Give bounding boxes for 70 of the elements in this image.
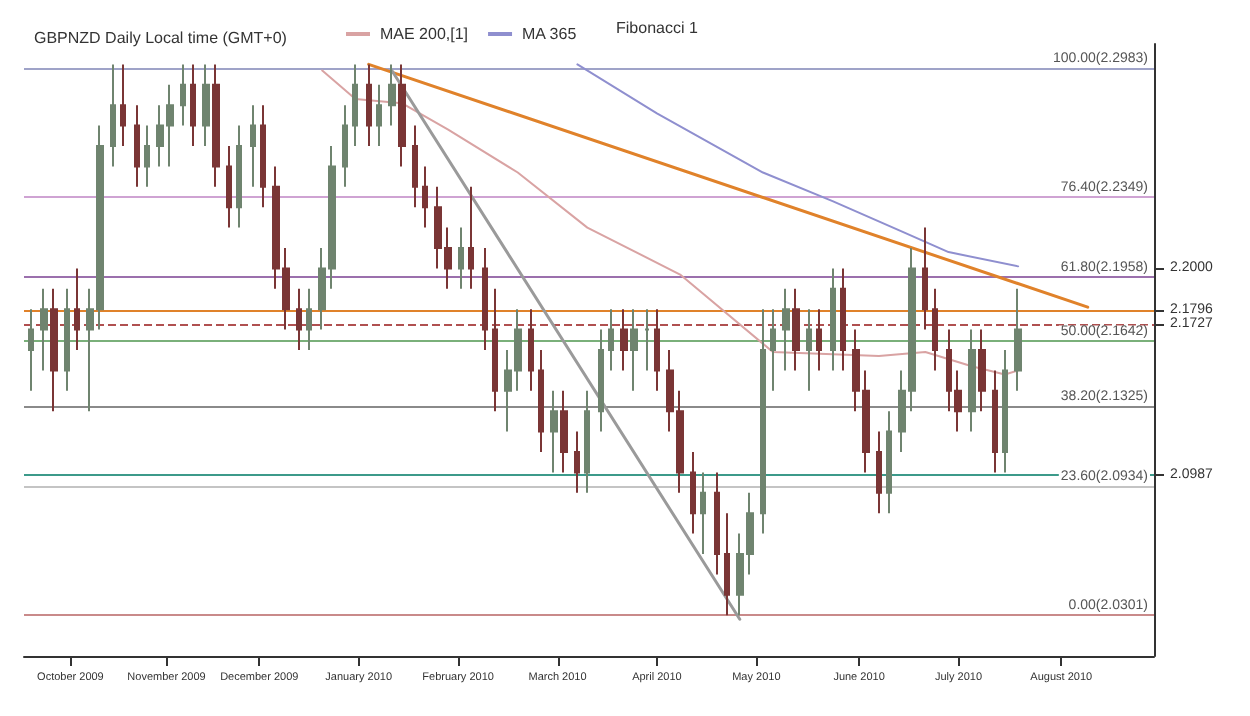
candlestick (482, 247, 488, 351)
candlestick (342, 104, 348, 188)
candlestick (468, 185, 474, 290)
candlestick (28, 308, 34, 392)
candlestick (654, 308, 660, 392)
candlestick (202, 63, 210, 147)
candlestick (978, 328, 986, 413)
candlestick (144, 124, 150, 188)
candlestick (922, 226, 928, 331)
candlestick (584, 389, 590, 494)
candlestick (422, 165, 428, 229)
candlestick (806, 308, 812, 392)
candlestick (458, 226, 464, 290)
candlestick (840, 267, 846, 372)
candlestick (1002, 349, 1008, 474)
candlestick (760, 308, 766, 535)
candlestick (830, 267, 836, 372)
candlestick (260, 104, 266, 209)
legend-label: MA 365 (522, 25, 578, 43)
candlestick (180, 63, 186, 127)
candlestick (724, 512, 730, 617)
legend-label: MAE 200,[1] (380, 25, 469, 43)
candlestick (492, 287, 498, 413)
candlestick (608, 308, 614, 372)
candlestick (528, 308, 534, 392)
candlestick (40, 287, 48, 372)
candlestick (134, 104, 140, 188)
candlestick (782, 287, 790, 372)
candlestick (538, 349, 544, 453)
candlestick (250, 104, 256, 188)
candlestick (1014, 287, 1022, 392)
candlestick (50, 287, 58, 413)
candlestick (366, 63, 372, 147)
candlestick (630, 308, 638, 392)
candlestick (120, 63, 126, 147)
candlestick (190, 63, 196, 147)
candlestick (714, 471, 720, 576)
candlestick (690, 451, 696, 535)
candlestick (74, 267, 80, 351)
candlestick (876, 430, 882, 515)
candlestick (932, 287, 938, 372)
candlestick (352, 63, 358, 147)
candlestick (412, 124, 418, 209)
candlestick (550, 389, 558, 474)
candlestick (886, 410, 892, 515)
candlestick (236, 124, 242, 229)
candlestick (574, 430, 580, 494)
candlestick (620, 308, 628, 372)
candlestick (226, 145, 232, 229)
candlestick (816, 308, 822, 372)
candlestick (212, 63, 220, 188)
candlestick (700, 471, 706, 555)
candlestick (770, 308, 776, 392)
candlestick (792, 287, 800, 372)
candlestick (992, 369, 998, 474)
candlestick (296, 287, 302, 351)
candlestick (64, 287, 70, 392)
candlestick (376, 83, 382, 147)
candlestick (560, 389, 568, 474)
line-series (321, 69, 1020, 376)
candlestick (398, 63, 406, 168)
text: Fibonacci 1 (616, 19, 699, 37)
line-series (576, 63, 1020, 268)
candlestick (968, 328, 976, 433)
candlestick (388, 63, 396, 127)
candlestick (644, 308, 650, 372)
candlestick (110, 63, 116, 168)
candlestick (598, 328, 604, 433)
chart-title: GBPNZD Daily Local time (GMT+0) (34, 29, 288, 47)
candlestick (306, 287, 312, 351)
